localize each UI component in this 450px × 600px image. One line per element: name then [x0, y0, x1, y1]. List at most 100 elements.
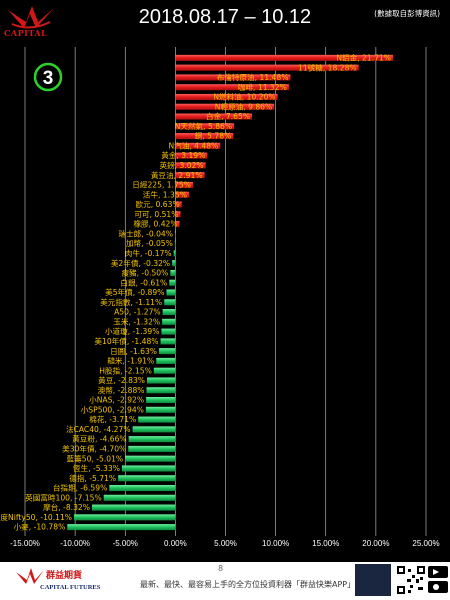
bar [128, 436, 176, 443]
brand-name: CAPITAL [4, 28, 48, 38]
data-label: 印度Nifty50, -10.11% [0, 512, 72, 522]
data-label: 小麥, -10.78% [14, 522, 66, 532]
bar [175, 93, 278, 101]
bar [161, 328, 176, 335]
data-label: 黃豆, -2.83% [98, 375, 145, 385]
data-label: 日圓, -1.63% [110, 347, 157, 356]
bar [175, 221, 180, 228]
data-label: 美2年債, -0.32% [111, 258, 170, 268]
data-label: 咖啡, 11.32% [238, 82, 287, 92]
page-number: 8 [218, 564, 224, 573]
bar [162, 309, 176, 316]
section-badge-number: 3 [43, 68, 54, 89]
bar [159, 348, 176, 355]
footer-slogan: 最新、最快、最容易上手的全方位投資利器「群益快樂APP」 [140, 580, 356, 589]
bar [138, 416, 176, 423]
data-label: N天然氣, 5.86% [175, 121, 232, 131]
page-title: 2018.08.17 – 10.12 [138, 6, 312, 28]
data-label: 日經225, 1.75% [132, 180, 191, 190]
bar [121, 465, 176, 472]
bar [175, 113, 253, 120]
bar [128, 445, 176, 452]
data-label: 布倫特原油, 11.48% [217, 72, 289, 82]
data-label: 活牛, 1.35% [143, 189, 187, 199]
bar [156, 357, 176, 364]
data-label: 英鎊, 3.02% [160, 160, 204, 170]
bar [175, 54, 394, 61]
data-label: 小NAS, -2.92% [89, 395, 144, 405]
bar [147, 377, 176, 384]
tick-label: -10.00% [60, 539, 90, 548]
bar [109, 484, 176, 492]
data-label: 法CAC40, -4.27% [66, 424, 131, 434]
bar [67, 524, 176, 531]
data-label: 藍籌50, -5.01% [67, 453, 124, 463]
data-label: 白金, 7.65% [206, 111, 250, 121]
bar [153, 367, 176, 374]
tick-label: 15.00% [312, 539, 339, 548]
bar [146, 397, 176, 404]
footer: 群益期貨 CAPITAL FUTURES 8 最新、最快、最容易上手的全方位投資… [0, 562, 450, 600]
bar [160, 338, 176, 345]
bar [91, 504, 176, 511]
data-label: 恆生, -5.33% [73, 463, 120, 473]
data-label: N輕原油, 9.86% [215, 101, 272, 111]
bar [118, 475, 176, 482]
data-label: N燃料油, 10.20% [213, 92, 275, 102]
app-promo-image [355, 564, 391, 596]
data-label: A50, -1.27% [114, 308, 161, 317]
footer-brand-en: CAPITAL FUTURES [40, 584, 101, 591]
data-label: N汽油, 4.48% [168, 140, 218, 150]
data-label: 美10年債, -1.48% [94, 336, 158, 346]
data-label: 11號糖, 18.28% [298, 62, 357, 72]
section-badge-icon [33, 62, 63, 92]
app-store-badges-icon[interactable] [428, 565, 448, 595]
bar [175, 181, 193, 188]
bar [175, 152, 208, 159]
header-bar: CAPITAL 2018.08.17 – 10.12 (數據取自彭博資訊) [0, 0, 450, 42]
bar [164, 299, 176, 306]
bar [146, 387, 176, 394]
bar [174, 240, 176, 247]
bar [175, 123, 235, 130]
bar [175, 191, 189, 198]
bar [175, 172, 205, 179]
data-label: 橡膠, 0.42% [133, 219, 177, 229]
data-label: 美30年債, -4.70% [62, 444, 126, 454]
data-label: N鋁金, 21.71% [336, 52, 391, 62]
bar [175, 201, 182, 208]
data-label: 美元指數, -1.11% [100, 297, 162, 307]
bar [175, 84, 289, 91]
data-label: 可可, 0.51% [134, 210, 178, 219]
data-label: H股指, -2.15% [99, 365, 152, 375]
bar [175, 64, 359, 71]
data-label: 肉牛, -0.17% [125, 248, 172, 258]
bar [162, 318, 176, 325]
data-label: 玉米, -1.32% [113, 316, 160, 326]
bar [175, 103, 275, 110]
bar [132, 426, 176, 433]
data-label: 棉花, -3.71% [89, 414, 136, 424]
qr-code-icon[interactable] [396, 565, 426, 595]
bar [103, 494, 176, 501]
data-label: 美5年債, -0.89% [105, 287, 164, 297]
data-label: 英國富時100, -7.15% [25, 492, 102, 502]
data-source-note: (數據取自彭博資訊) [374, 9, 440, 18]
data-label: 瘦豬, -0.50% [121, 268, 168, 278]
tick-label: 20.00% [362, 539, 389, 548]
bar [175, 142, 221, 149]
bar [169, 279, 176, 286]
data-label: 瑞士郎, -0.04% [118, 228, 172, 238]
data-label: 銅, 5.78% [195, 131, 232, 141]
bar [170, 269, 176, 276]
data-label: 歐元, 0.63% [136, 199, 180, 209]
tick-label: -15.00% [10, 539, 40, 548]
data-label: 台指期, -6.59% [53, 483, 107, 493]
tick-label: 0.00% [164, 539, 187, 548]
data-label: 小道瓊, -1.39% [105, 326, 159, 336]
tick-label: 25.00% [412, 539, 439, 548]
tick-label: 5.00% [214, 539, 237, 548]
bar [166, 289, 176, 296]
bar [145, 406, 176, 413]
data-label: 德指, -5.71% [69, 473, 116, 483]
